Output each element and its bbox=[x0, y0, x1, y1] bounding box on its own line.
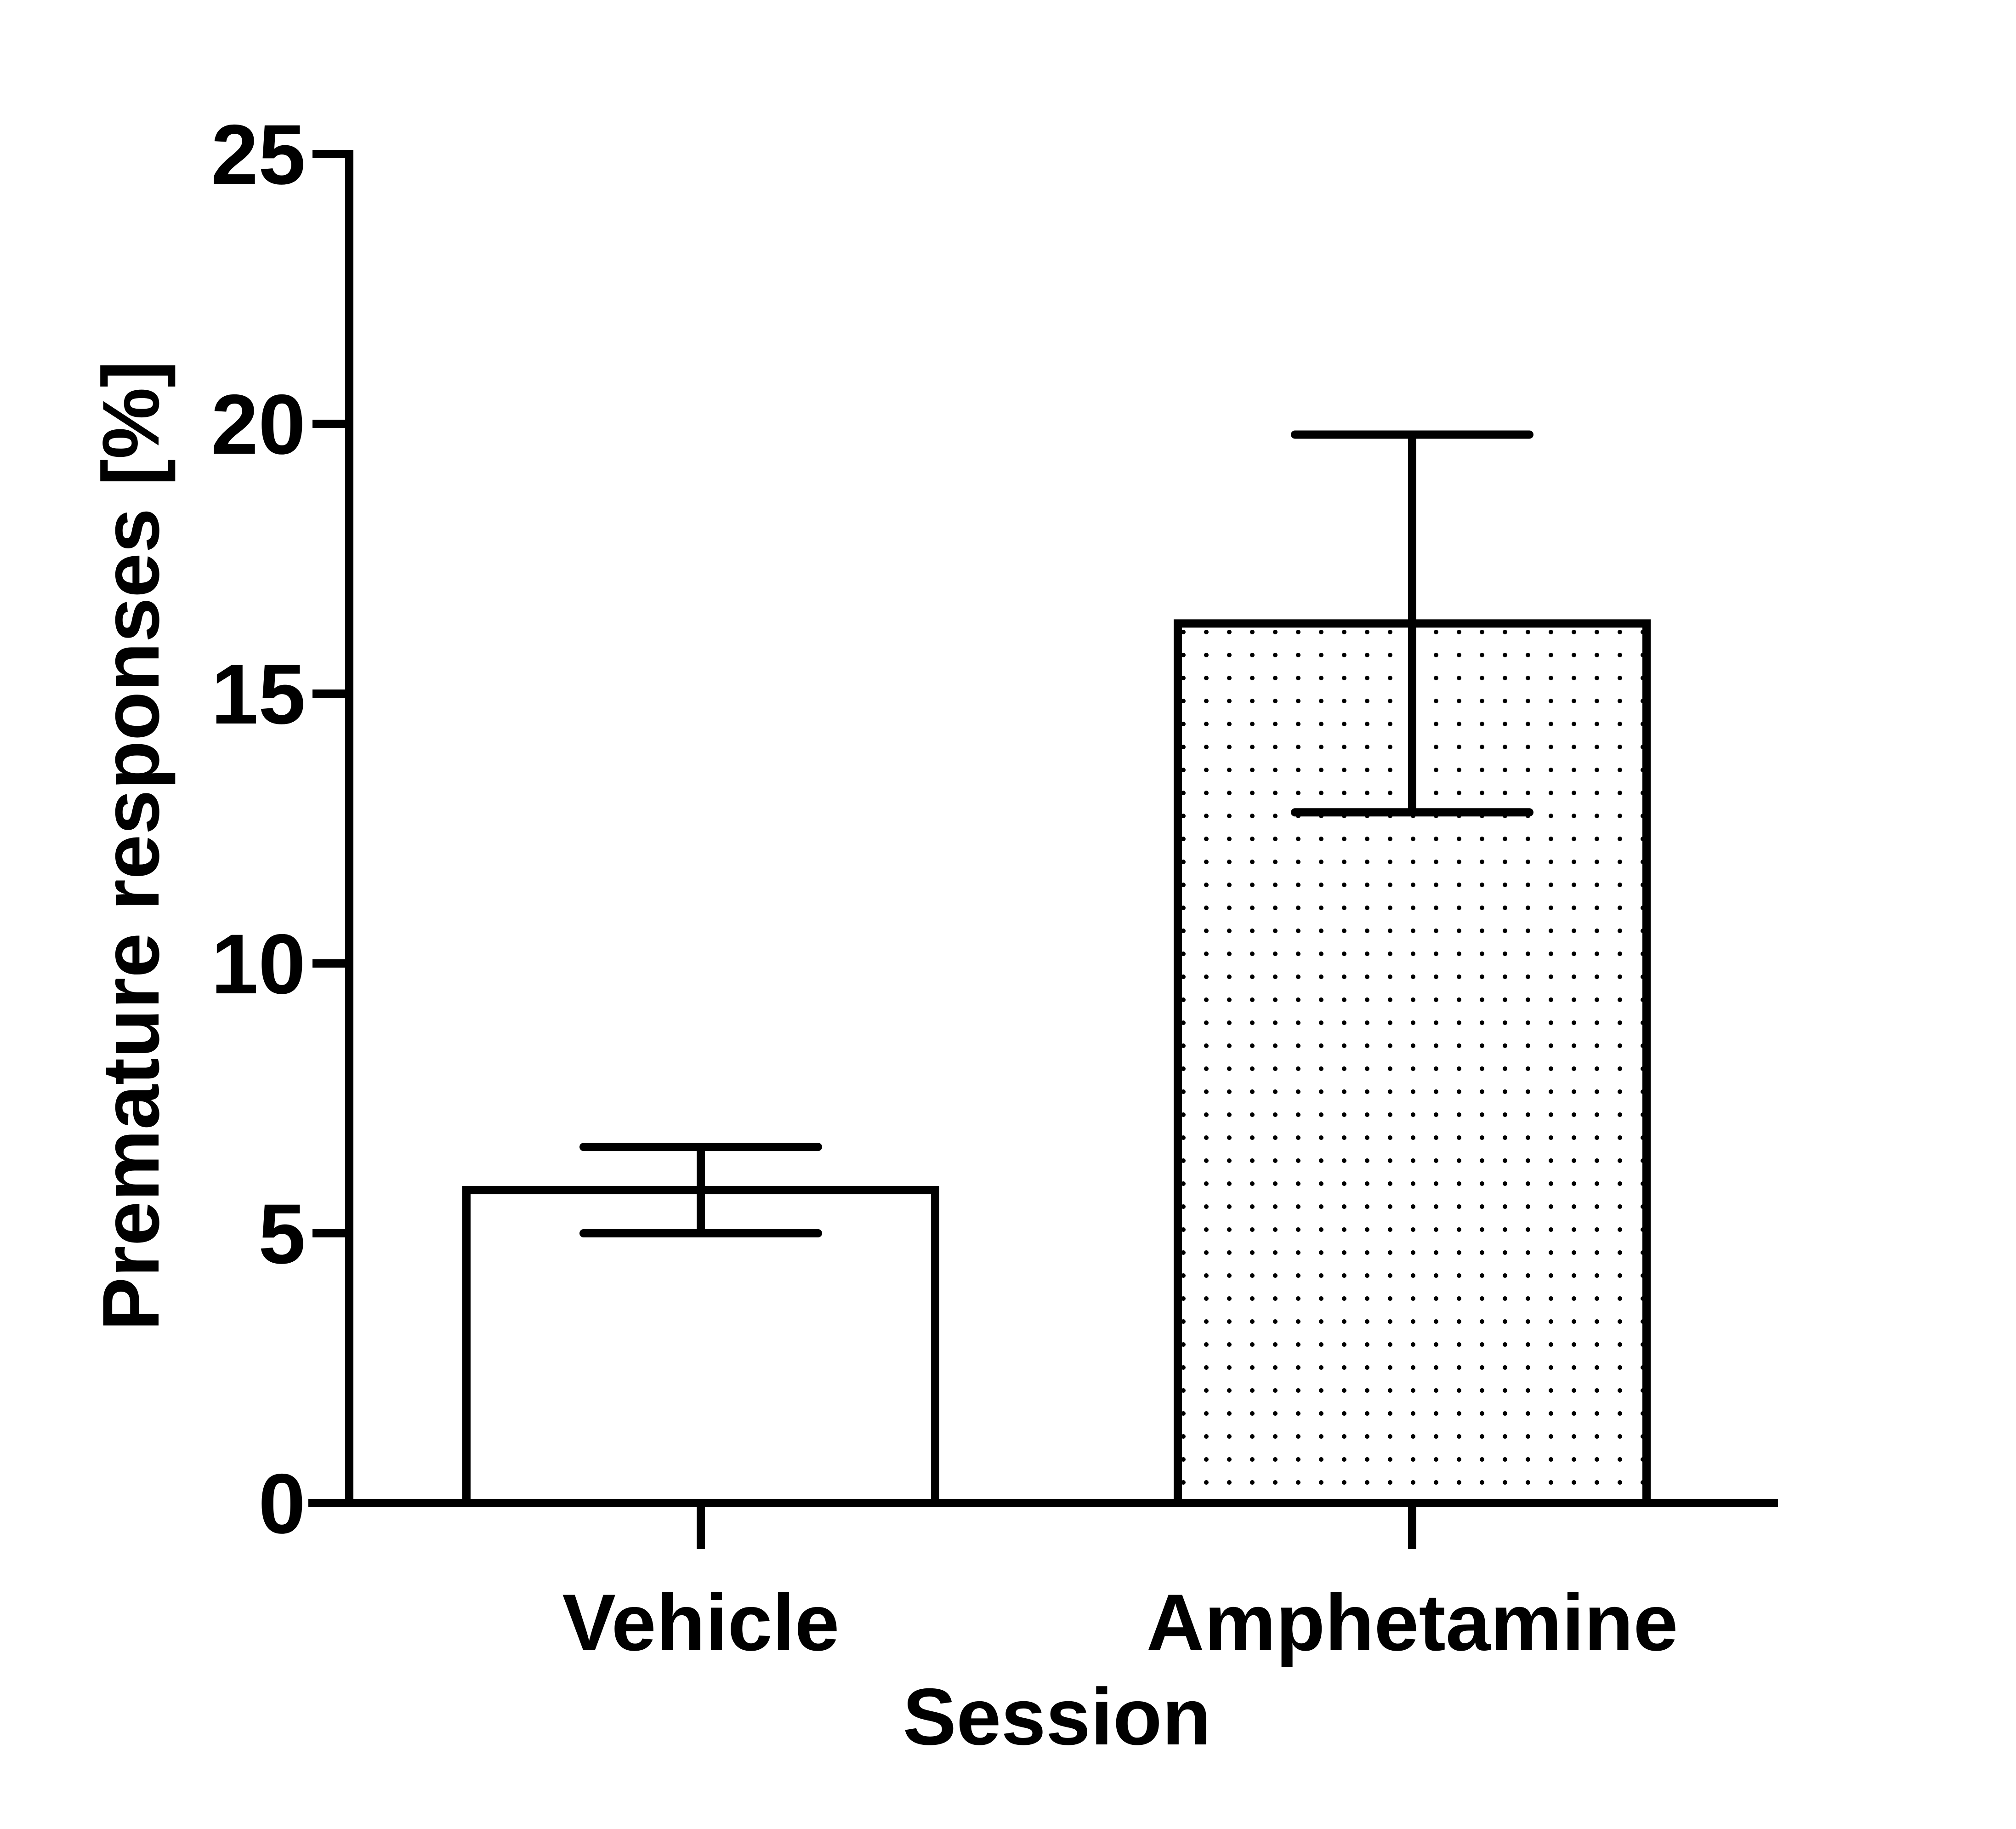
error-bars bbox=[579, 430, 1533, 1237]
x-tick-label: Amphetamine bbox=[1146, 1578, 1678, 1668]
x-axis-title: Session bbox=[903, 1672, 1211, 1762]
axis-labels: Session Premature responses [%] bbox=[86, 361, 1211, 1762]
y-tick-label: 10 bbox=[211, 917, 306, 1012]
y-tick-label: 0 bbox=[258, 1457, 306, 1551]
x-axis: Vehicle Amphetamine bbox=[308, 1499, 1778, 1668]
bars bbox=[462, 619, 1651, 1508]
y-axis-title: Premature responses [%] bbox=[86, 361, 176, 1331]
y-tick-label: 20 bbox=[211, 377, 306, 472]
y-tick-label: 5 bbox=[258, 1187, 306, 1282]
y-tick-label: 15 bbox=[211, 647, 306, 742]
x-tick-label: Vehicle bbox=[562, 1578, 839, 1668]
y-axis: 0 5 10 15 20 25 bbox=[211, 108, 353, 1551]
y-tick-label: 25 bbox=[211, 108, 306, 202]
